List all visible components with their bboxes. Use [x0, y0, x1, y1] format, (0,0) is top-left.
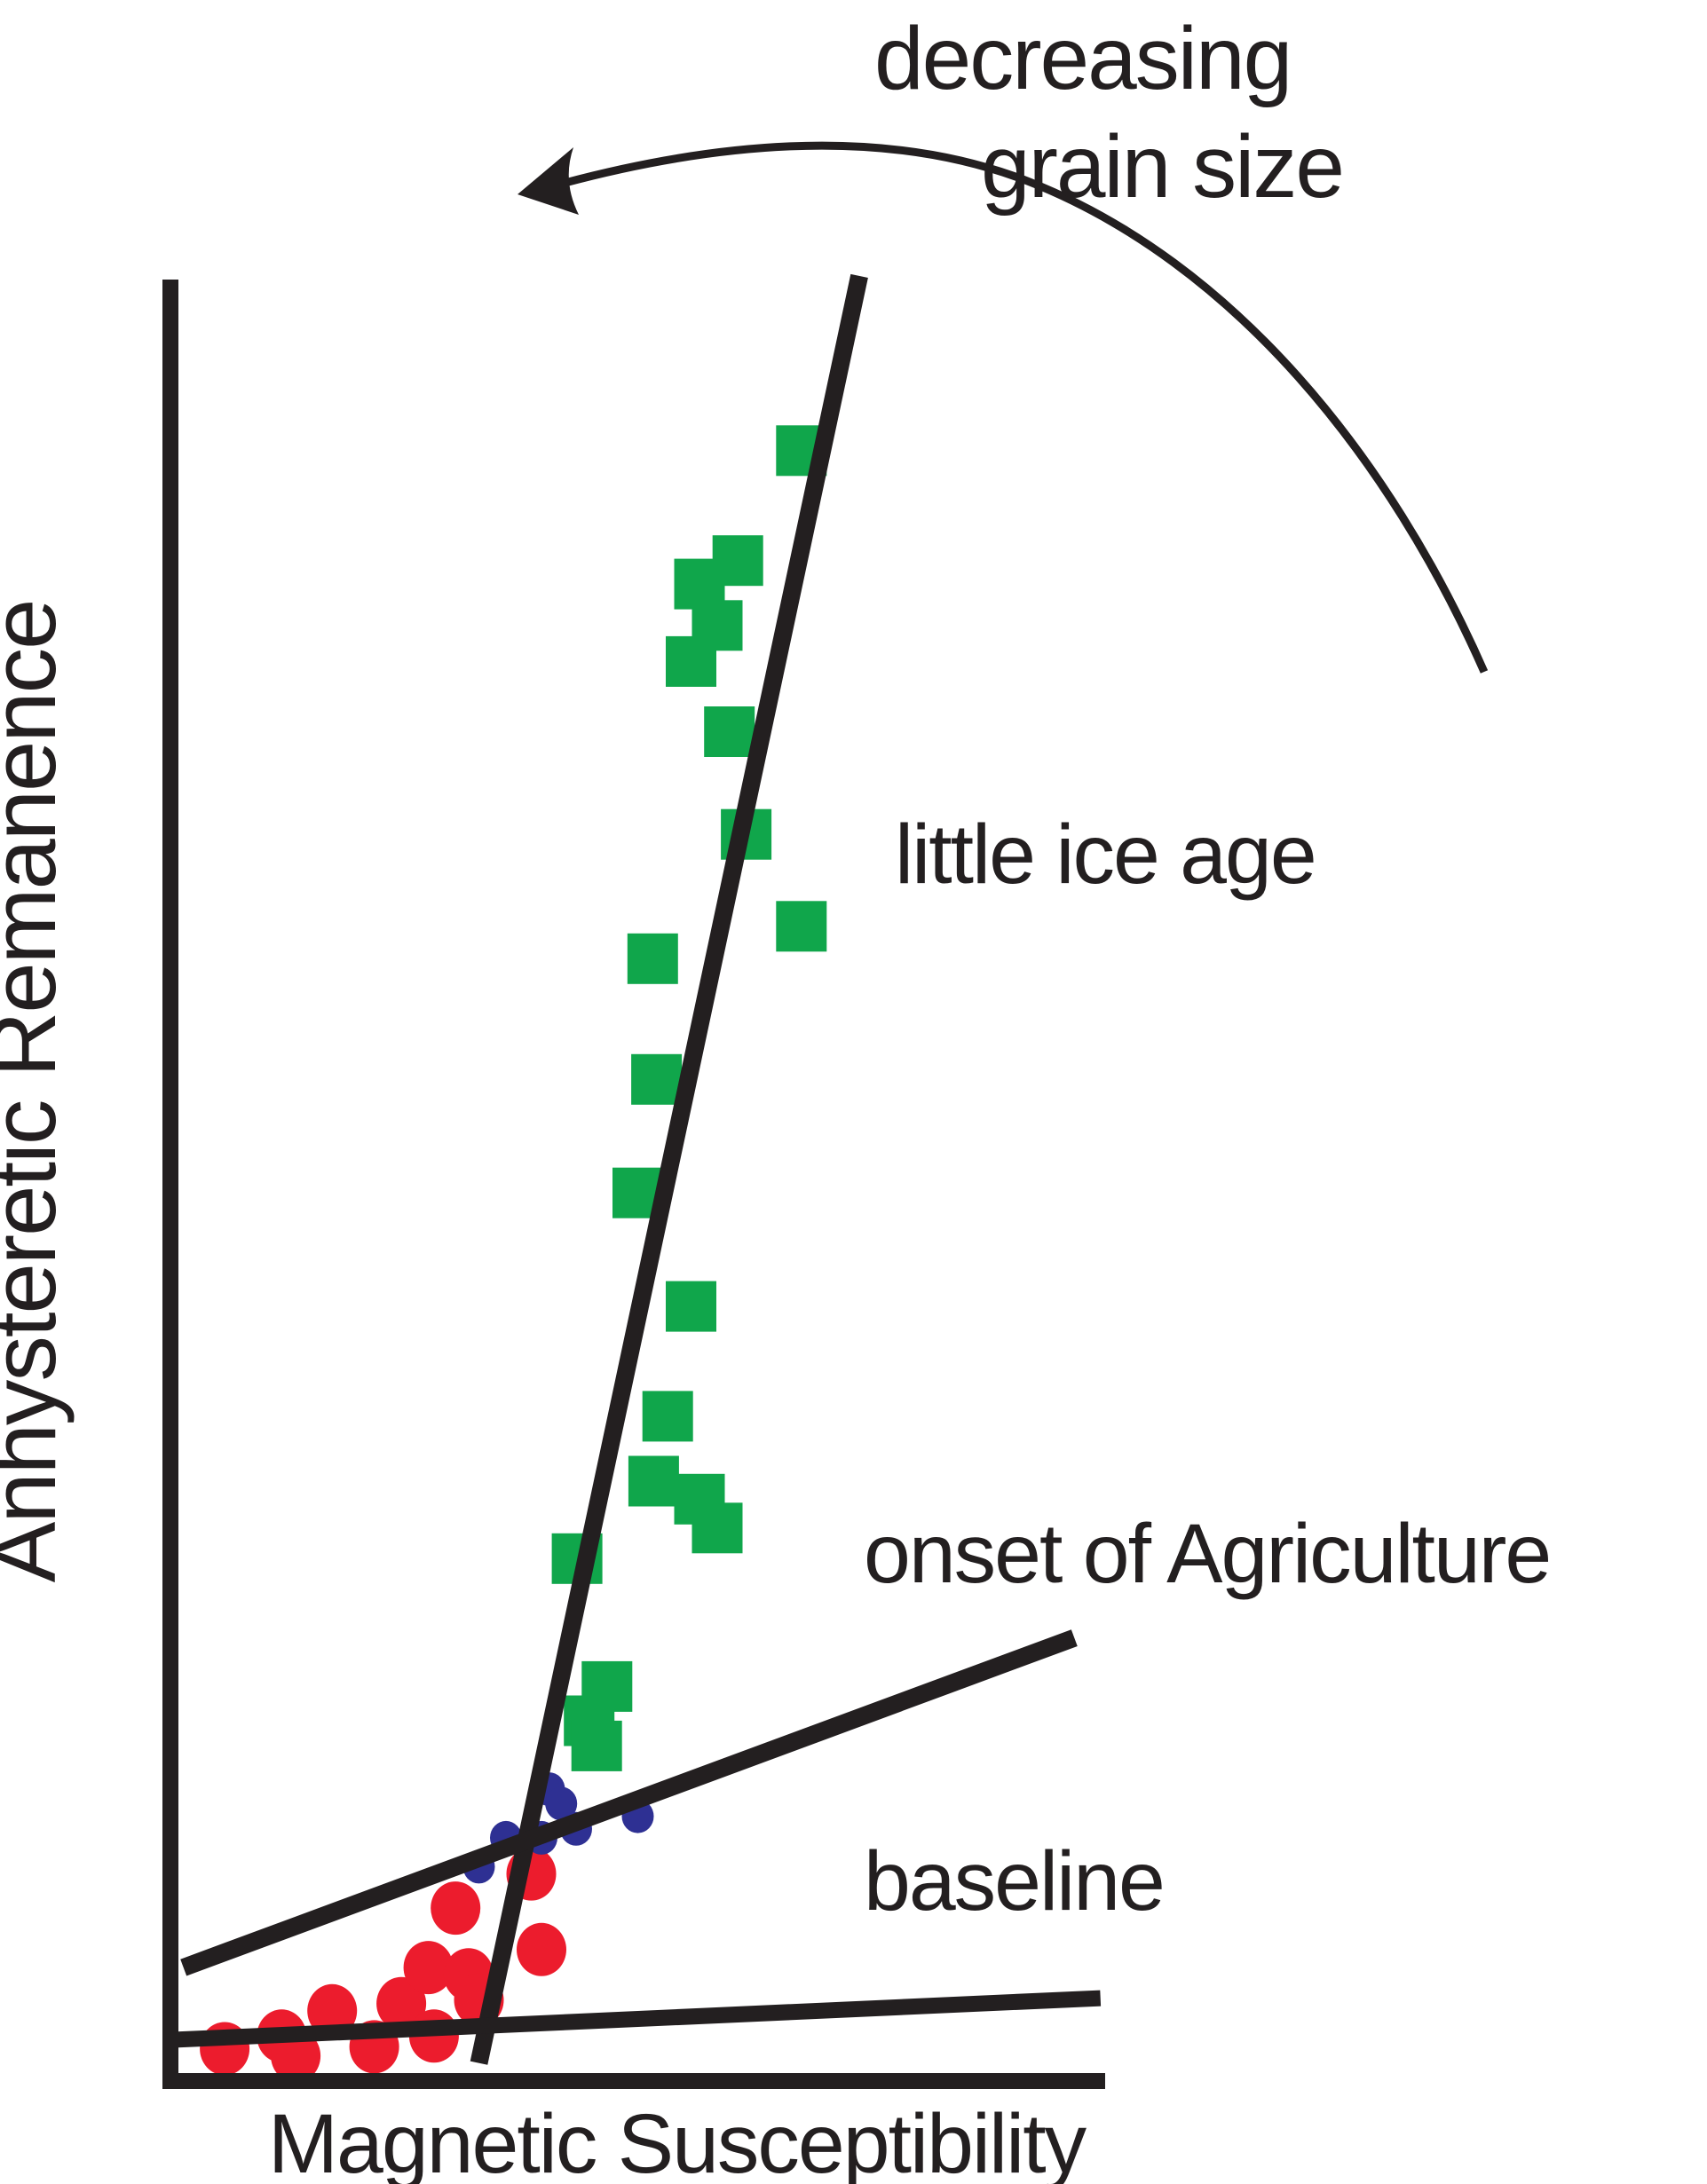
red-circle-point	[517, 1922, 566, 1976]
green-square-point	[571, 1720, 622, 1771]
green-square-point	[691, 1502, 743, 1554]
green-square-point	[631, 1053, 683, 1105]
arrow-arc	[547, 141, 1489, 674]
red-circle-point	[376, 1976, 427, 2030]
green-square-point	[628, 1455, 679, 1507]
little-ice-age-trend	[470, 273, 868, 2065]
axes-layer	[162, 280, 1105, 2089]
green-square-point	[666, 1281, 716, 1332]
green-square-point	[704, 706, 755, 757]
onset-of-agriculture-trend	[180, 1629, 1078, 1976]
baseline-trend	[177, 1990, 1102, 2048]
green-square-point	[666, 635, 716, 687]
grain-size-arrow	[518, 141, 1489, 674]
y-axis-label: Anhysteretic Remanence	[0, 601, 75, 1583]
trend-lines-layer	[177, 273, 1102, 2065]
green-square-point	[627, 933, 678, 984]
annotation-grain-size: grain size	[981, 117, 1343, 217]
scatter-points-layer	[200, 425, 827, 2083]
red-circle-point	[307, 1983, 358, 2038]
label-baseline: baseline	[864, 1834, 1164, 1928]
green-square-point	[776, 901, 827, 952]
labels-layer: decreasing grain size little ice age ons…	[0, 9, 1552, 2184]
label-onset-of-agriculture: onset of Agriculture	[864, 1507, 1550, 1601]
x-axis-label: Magnetic Susceptibility	[268, 2097, 1087, 2184]
label-little-ice-age: little ice age	[895, 808, 1316, 902]
annotation-decreasing: decreasing	[874, 9, 1291, 108]
red-circle-point	[403, 1941, 454, 1995]
green-square-point	[642, 1391, 693, 1442]
red-circle-point	[431, 1881, 481, 1936]
blue-circle-point	[545, 1786, 578, 1821]
arrow-head-icon	[518, 147, 579, 215]
